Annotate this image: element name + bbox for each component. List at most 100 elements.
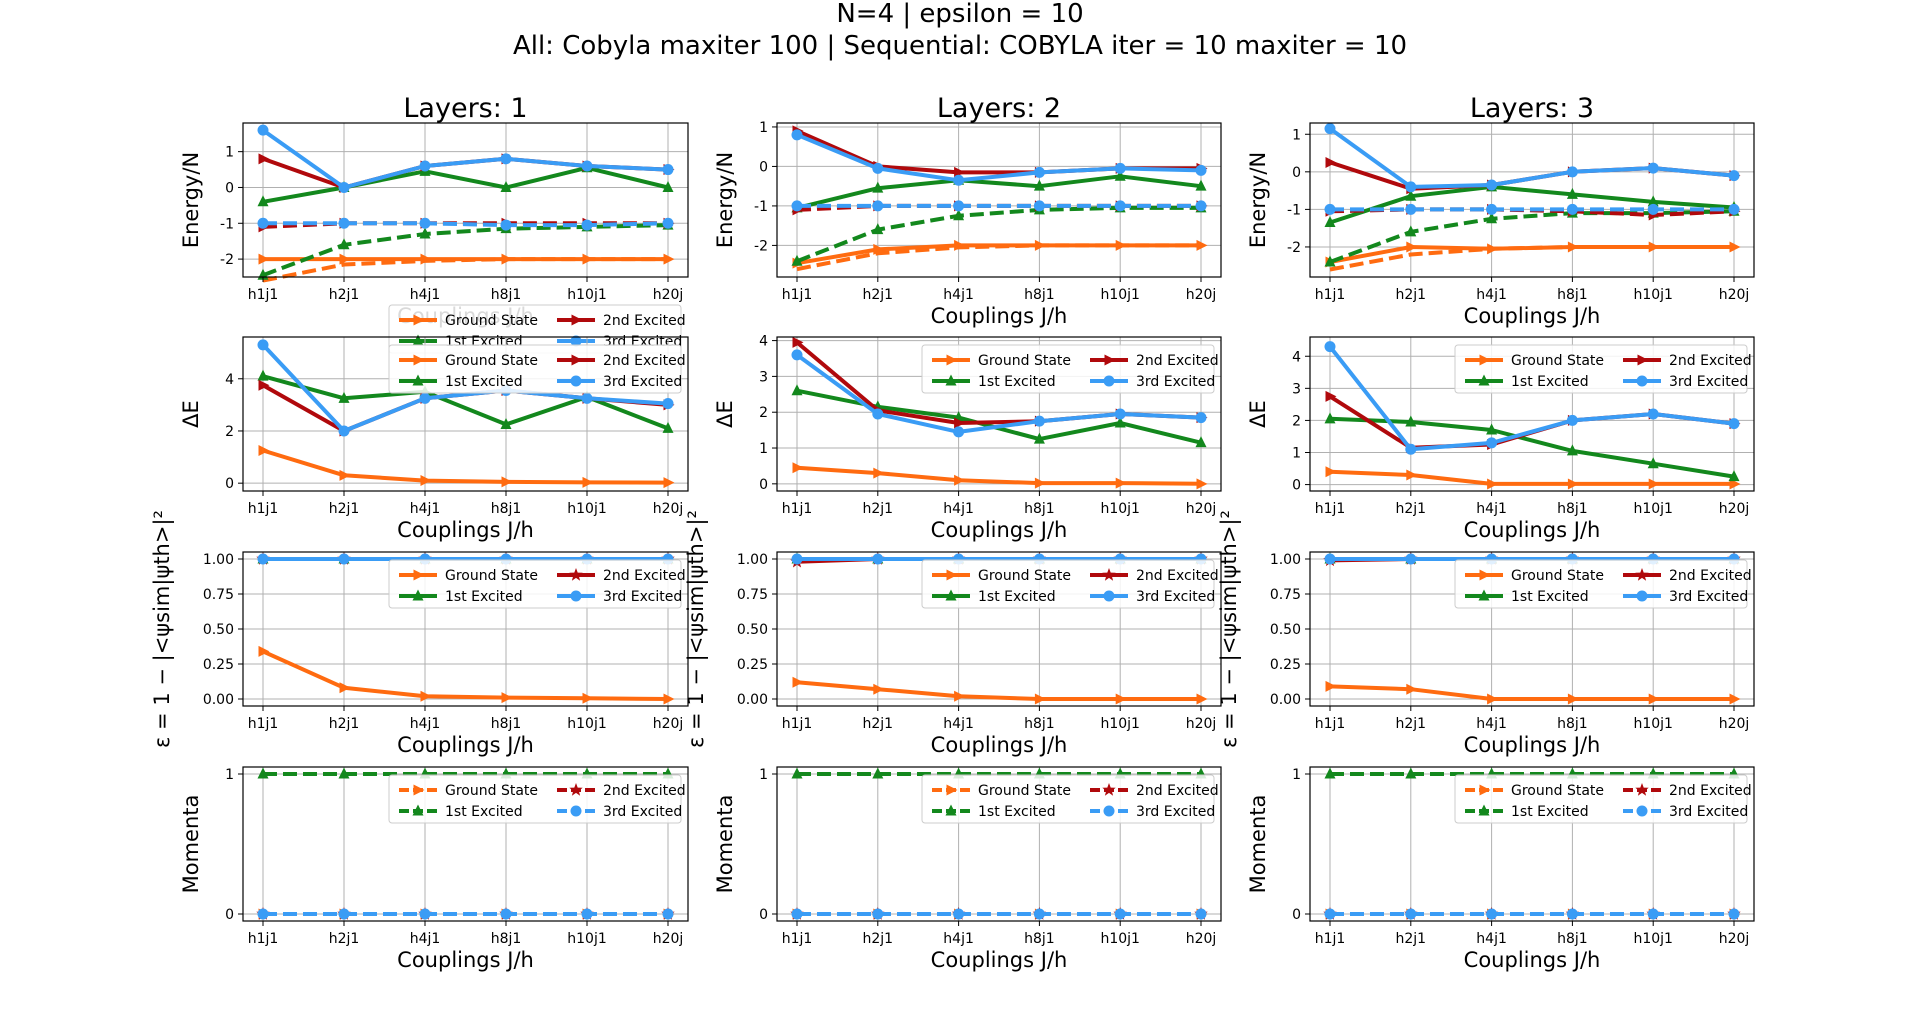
legend-label: Ground State <box>445 353 538 369</box>
legend-marker <box>1635 783 1649 796</box>
data-point <box>1324 908 1336 920</box>
x-tick-label: h20j <box>1719 287 1750 303</box>
data-point <box>872 181 884 193</box>
legend-marker <box>1102 568 1116 581</box>
legend-marker <box>413 569 425 581</box>
legend-marker <box>1478 589 1490 601</box>
x-tick-label: h8j1 <box>1557 501 1588 517</box>
data-point <box>1406 683 1418 695</box>
data-point <box>1114 169 1126 181</box>
data-point <box>1647 457 1659 469</box>
legend: Ground State 2nd Excited 1st Excited 3rd Ex… <box>921 559 1219 609</box>
x-tick-label: h8j1 <box>1557 931 1588 947</box>
data-point <box>1486 179 1498 191</box>
series-line-3rd-excited <box>261 128 669 190</box>
legend-marker <box>1104 354 1116 366</box>
data-point <box>1115 693 1127 705</box>
y-tick-label: 0 <box>225 476 234 492</box>
y-tick-label: -1 <box>754 199 768 215</box>
x-tick-label: h2j1 <box>863 716 894 732</box>
data-point <box>1729 241 1741 253</box>
subplot-3: h1j1 h2j1 h4j1 h8j1 h10j1 h20j -2 -1 0 1 Layers: 3… <box>1246 93 1755 328</box>
x-tick-label: h1j1 <box>248 501 279 517</box>
data-point <box>257 369 269 381</box>
axes-frame <box>242 122 689 278</box>
series-line-ground-state <box>262 649 669 701</box>
x-tick-label: h4j1 <box>1476 501 1507 517</box>
y-tick-label: 0.00 <box>1270 692 1301 708</box>
data-point <box>258 379 270 391</box>
subplot-title: Layers: 2 <box>937 93 1061 124</box>
y-axis-label: Momenta <box>1246 795 1270 894</box>
legend: Ground State 2nd Excited 1st Excited 3rd Ex… <box>388 774 686 824</box>
series-line-3rd-excited <box>796 132 1202 183</box>
x-tick-label: h2j1 <box>329 716 360 732</box>
series-line-1st-excited <box>1329 184 1735 225</box>
data-point <box>1033 200 1045 212</box>
subplot-9: h1j1 h2j1 h4j1 h8j1 h10j1 h20j 0.00 0.25 0.50 0.7… <box>1217 510 1755 757</box>
y-tick-label: 0 <box>1292 907 1301 923</box>
y-axis-label: ε = 1 − |<ψsim|ψth>|² <box>1217 510 1242 748</box>
legend-label: 1st Excited <box>1511 589 1589 605</box>
y-tick-label: 1 <box>759 767 768 783</box>
series-line-2nd-excited <box>1329 160 1735 191</box>
subplot-6: h1j1 h2j1 h4j1 h8j1 h10j1 h20j 0 1 2 3 4 Couplings … <box>1246 336 1755 542</box>
data-point <box>1728 170 1740 182</box>
y-tick-label: 0.50 <box>737 622 768 638</box>
data-point <box>662 421 674 433</box>
legend-marker <box>1103 590 1115 602</box>
data-point <box>1486 212 1498 224</box>
legend-marker <box>1636 805 1648 817</box>
x-tick-label: h2j1 <box>863 931 894 947</box>
y-tick-label: 3 <box>1292 381 1301 397</box>
x-tick-label: h10j1 <box>567 287 606 303</box>
legend: Ground State 2nd Excited 1st Excited 3rd Ex… <box>1454 774 1752 824</box>
data-point <box>663 253 675 265</box>
x-tick-label: h4j1 <box>410 931 441 947</box>
data-point <box>792 336 804 348</box>
x-tick-label: h4j1 <box>1476 287 1507 303</box>
y-tick-label: 2 <box>1292 413 1301 429</box>
x-tick-label: h10j1 <box>1633 931 1672 947</box>
x-tick-label: h4j1 <box>1476 716 1507 732</box>
legend-label: 2nd Excited <box>1136 568 1219 584</box>
series-line-1st-excited <box>262 165 669 204</box>
legend-marker <box>1637 354 1649 366</box>
legend: Ground State 2nd Excited 1st Excited 3rd Ex… <box>1454 559 1752 609</box>
y-tick-label: 0 <box>759 159 768 175</box>
data-point <box>339 682 351 694</box>
x-tick-label: h8j1 <box>491 931 522 947</box>
data-point <box>662 217 674 229</box>
legend-label: 1st Excited <box>978 589 1056 605</box>
legend-marker <box>412 334 424 346</box>
legend-marker <box>945 804 957 816</box>
legend-box <box>921 559 1215 609</box>
y-tick-label: 2 <box>225 424 234 440</box>
y-tick-label: 3 <box>759 369 768 385</box>
series-line-3rd-excited <box>261 343 669 433</box>
data-point <box>791 553 803 565</box>
x-axis-label: Couplings J/h <box>931 733 1068 757</box>
axes-frame <box>1309 766 1755 922</box>
data-point <box>873 467 885 479</box>
data-point <box>1114 162 1126 174</box>
legend-label: 1st Excited <box>445 589 523 605</box>
data-point <box>1325 466 1337 478</box>
x-tick-label: h2j1 <box>1396 716 1427 732</box>
y-tick-label: 1.00 <box>203 552 234 568</box>
y-tick-label: 0 <box>225 180 234 196</box>
x-tick-label: h4j1 <box>943 931 974 947</box>
series-line-ground-state <box>796 465 1202 486</box>
series-line-3rd-excited <box>795 353 1202 434</box>
y-axis-label: Energy/N <box>179 152 203 248</box>
data-point <box>419 392 431 404</box>
x-tick-label: h1j1 <box>1315 931 1346 947</box>
legend-label: 2nd Excited <box>1669 353 1752 369</box>
legend-label: 3rd Excited <box>1669 804 1748 820</box>
data-point <box>257 553 269 565</box>
data-point <box>1114 908 1126 920</box>
data-point <box>662 908 674 920</box>
subplot-title: Layers: 3 <box>1470 93 1594 124</box>
y-axis-label: Energy/N <box>1246 152 1270 248</box>
legend-marker <box>570 335 582 347</box>
